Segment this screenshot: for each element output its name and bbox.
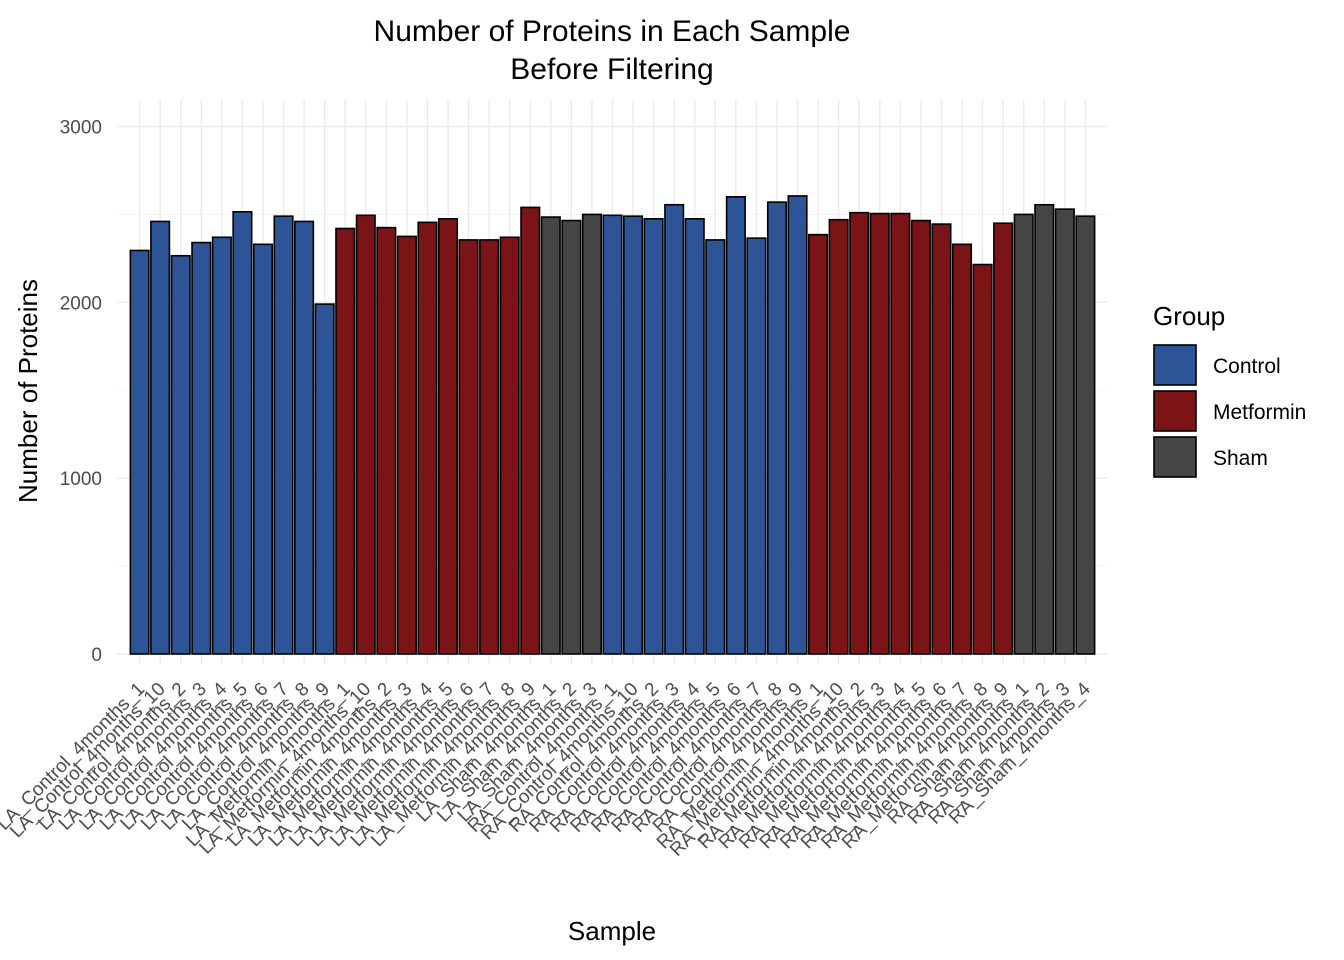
bar (479, 239, 500, 655)
bar (232, 210, 253, 655)
bar (211, 236, 232, 655)
bar (191, 241, 212, 655)
legend-label: Sham (1213, 447, 1268, 470)
bar (684, 218, 705, 655)
bar (643, 218, 664, 655)
bar (335, 227, 356, 655)
bar (787, 195, 808, 655)
bar (540, 216, 561, 655)
chart-title-line-1: Number of Proteins in Each Sample (374, 15, 851, 48)
bar (972, 263, 993, 655)
y-tick-label: 0 (91, 645, 102, 666)
legend-swatch (1153, 344, 1197, 386)
legend-swatch (1153, 390, 1197, 432)
bars (129, 195, 1096, 655)
bar (458, 239, 479, 655)
bar (417, 221, 438, 655)
bar (129, 249, 150, 655)
bar (910, 219, 931, 655)
bar (746, 237, 767, 655)
bar (150, 220, 171, 655)
bar (273, 215, 294, 655)
bar (252, 243, 274, 655)
bar (993, 222, 1014, 655)
y-tick-label: 1000 (60, 469, 102, 490)
y-tick-label: 3000 (60, 118, 102, 139)
bar (664, 203, 685, 655)
bar (499, 236, 520, 655)
legend-label: Metformin (1213, 401, 1306, 424)
legend-swatch (1153, 436, 1197, 478)
bar (376, 226, 397, 655)
bar (602, 214, 623, 655)
legend-title: Group (1153, 301, 1225, 331)
bar (294, 220, 315, 655)
bar (931, 223, 952, 655)
bar (849, 211, 870, 655)
bar (170, 254, 191, 655)
bar (561, 219, 582, 655)
bar (581, 213, 602, 655)
bar (828, 218, 849, 655)
x-axis-ticks: LA_Control_4months_1LA_Control_4months_1… (0, 678, 1095, 860)
y-axis-ticks: 0 1000 2000 3000 (60, 118, 102, 667)
y-tick-label: 2000 (60, 293, 102, 314)
bar (705, 239, 726, 655)
bar (1054, 208, 1075, 655)
y-axis-title: Number of Proteins (13, 279, 43, 503)
bar (314, 303, 335, 655)
bar (396, 235, 417, 655)
legend: Group Control Metformin Sham (1153, 301, 1306, 478)
bar (725, 196, 746, 655)
bar (890, 212, 911, 655)
bar (951, 243, 973, 655)
bar (1034, 203, 1055, 655)
bar (623, 215, 644, 655)
legend-label: Control (1213, 355, 1281, 378)
bar (1075, 215, 1096, 655)
chart-title-line-2: Before Filtering (510, 53, 713, 86)
x-axis-title: Sample (568, 916, 656, 946)
bar (808, 233, 829, 655)
bar (437, 218, 459, 655)
bar (869, 212, 890, 655)
bar (766, 201, 788, 655)
bar (1013, 213, 1034, 655)
bar (520, 206, 541, 655)
bar (355, 214, 376, 655)
